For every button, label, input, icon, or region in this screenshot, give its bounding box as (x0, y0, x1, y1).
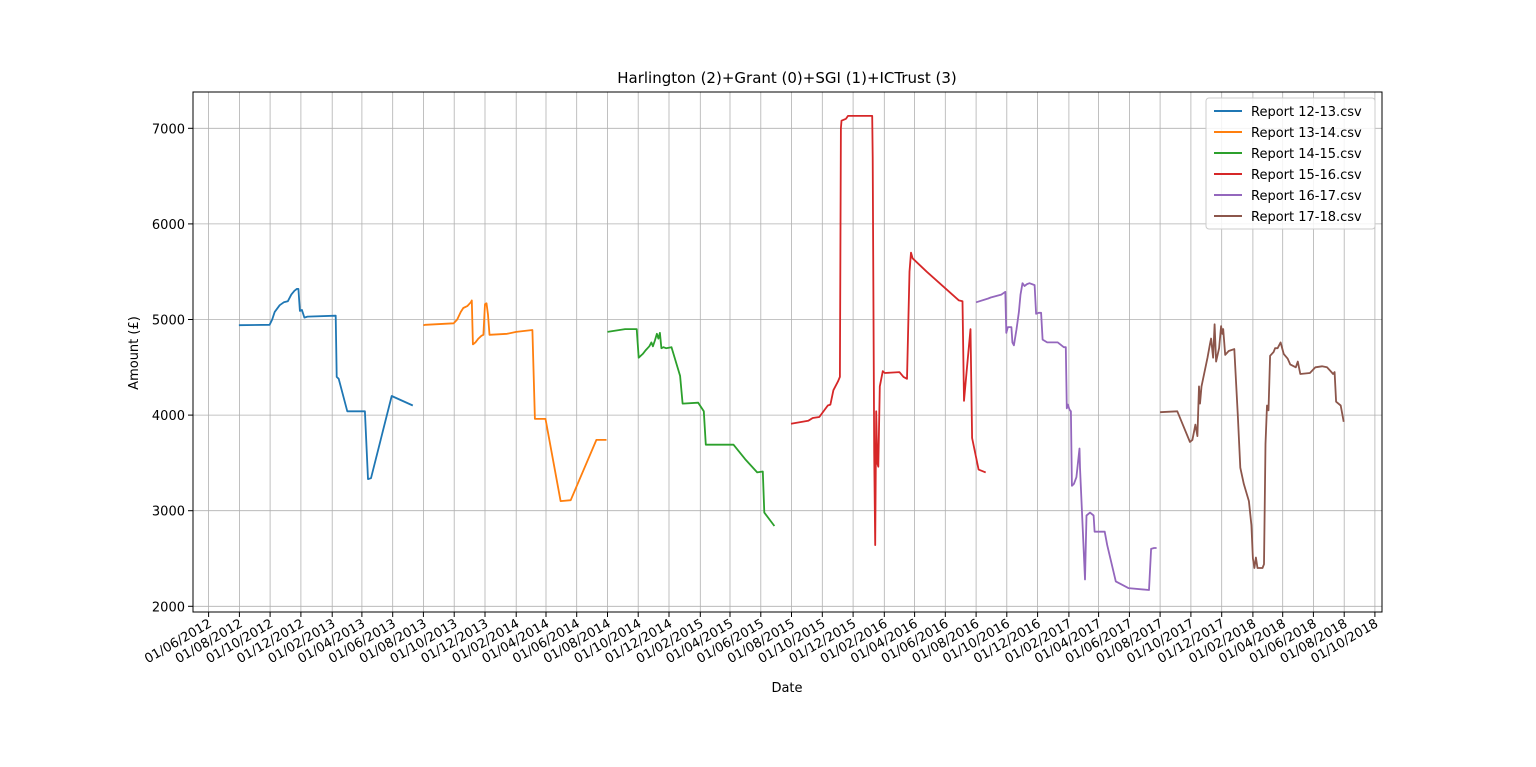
series-line-5 (975, 282, 1157, 591)
legend: Report 12-13.csv Report 13-14.csv Report 1… (1205, 97, 1376, 230)
y-tick-label: 4000 (152, 409, 185, 424)
series-line-6 (1160, 323, 1345, 569)
series-line-1 (238, 287, 414, 481)
y-axis-label: Amount (£) (127, 316, 142, 390)
plot-area-frame (192, 91, 1383, 613)
legend-box (1205, 97, 1376, 230)
grid (193, 92, 1382, 612)
series-line-2 (423, 299, 607, 503)
series-line-4 (790, 115, 987, 546)
y-tick-label: 2000 (152, 600, 185, 615)
legend-entry-label: Report 14-15.csv (1251, 147, 1362, 162)
legend-entry-label: Report 15-16.csv (1251, 168, 1362, 183)
legend-entry-label: Report 17-18.csv (1251, 210, 1362, 225)
chart-title: Harlington (2)+Grant (0)+SGI (1)+ICTrust… (617, 69, 957, 87)
legend-entry-label: Report 16-17.csv (1251, 189, 1362, 204)
y-tick-label: 7000 (152, 122, 185, 137)
y-tick-label: 3000 (152, 505, 185, 520)
legend-entry-label: Report 12-13.csv (1251, 105, 1362, 120)
legend-entry-label: Report 13-14.csv (1251, 126, 1362, 141)
x-axis-label: Date (771, 681, 802, 696)
series-lines (238, 115, 1345, 591)
y-axis-ticks: 2000 3000 4000 5000 6000 7000 (152, 122, 193, 615)
x-axis-ticks: 01/06/201201/08/201201/10/201201/12/2012… (142, 612, 1381, 667)
y-tick-label: 5000 (152, 314, 185, 329)
series-line-3 (607, 328, 776, 527)
y-tick-label: 6000 (152, 218, 185, 233)
